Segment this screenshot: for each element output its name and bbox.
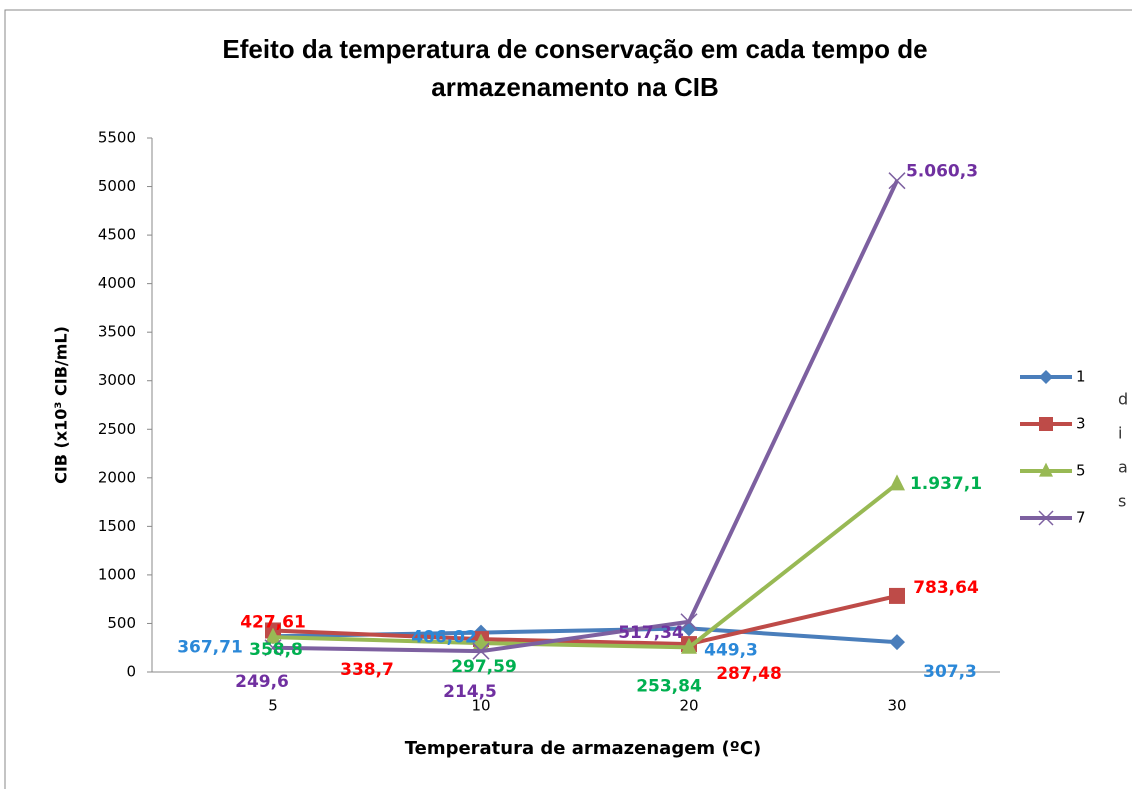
data-point <box>472 642 490 660</box>
data-point <box>889 587 905 604</box>
side-text: d <box>1118 390 1128 409</box>
y-tick-label: 5000 <box>98 177 136 195</box>
legend-marker <box>1038 510 1054 526</box>
legend-label: 1 <box>1076 368 1086 386</box>
side-text: s <box>1118 492 1126 511</box>
data-label: 783,64 <box>913 578 979 598</box>
data-point <box>889 634 905 651</box>
y-tick-label: 4500 <box>98 226 136 244</box>
y-tick-label: 0 <box>126 663 136 681</box>
y-tick-label: 5500 <box>98 129 136 147</box>
legend-label: 3 <box>1076 415 1086 433</box>
data-label: 406,02 <box>411 628 477 648</box>
series-line <box>272 593 898 647</box>
side-text: i <box>1118 424 1122 443</box>
data-label: 338,7 <box>340 660 394 680</box>
x-tick-label: 30 <box>887 697 906 715</box>
chart-border <box>4 9 1132 789</box>
legend-marker <box>1039 370 1053 384</box>
data-point <box>889 474 905 491</box>
data-label: 367,71 <box>177 637 243 657</box>
data-point <box>680 613 698 631</box>
side-text: a <box>1118 458 1128 477</box>
data-point <box>264 639 282 657</box>
data-label: 287,48 <box>716 664 782 684</box>
data-label: 449,3 <box>704 640 758 660</box>
data-label: 427,61 <box>240 612 306 632</box>
data-label: 307,3 <box>923 662 977 682</box>
data-point <box>888 172 906 190</box>
data-label: 297,59 <box>451 657 517 677</box>
chart-title: Efeito da temperatura de conservação em … <box>222 34 928 102</box>
y-tick-label: 3500 <box>98 323 136 341</box>
data-label: 249,6 <box>235 672 289 692</box>
data-point <box>681 620 697 637</box>
y-tick-label: 1000 <box>98 565 136 583</box>
data-point <box>265 627 281 644</box>
y-tick-label: 500 <box>107 614 136 632</box>
y-tick-label: 2500 <box>98 420 136 438</box>
series-line <box>272 482 899 650</box>
y-axis-title: CIB (x10³ CIB/mL) <box>52 326 71 484</box>
x-tick-label: 10 <box>471 697 490 715</box>
data-label: 517,34 <box>618 623 684 643</box>
series-line <box>272 179 899 654</box>
y-tick-label: 1500 <box>98 517 136 535</box>
y-tick-label: 4000 <box>98 274 136 292</box>
legend-marker <box>1039 462 1053 477</box>
data-label: 1.937,1 <box>910 474 982 494</box>
y-tick-label: 2000 <box>98 468 136 486</box>
data-label: 214,5 <box>443 682 497 702</box>
x-tick-label: 20 <box>679 697 698 715</box>
data-label: 253,84 <box>636 676 702 696</box>
y-tick-label: 3000 <box>98 371 136 389</box>
legend-label: 7 <box>1076 509 1086 527</box>
data-label: 5.060,3 <box>906 162 978 182</box>
data-point <box>473 633 489 650</box>
data-label: 358,8 <box>249 640 303 660</box>
legend-label: 5 <box>1076 462 1086 480</box>
legend-marker <box>1039 417 1053 431</box>
data-point <box>681 637 697 654</box>
x-tick-label: 5 <box>268 697 278 715</box>
x-axis-title: Temperatura de armazenagem (ºC) <box>405 738 762 759</box>
